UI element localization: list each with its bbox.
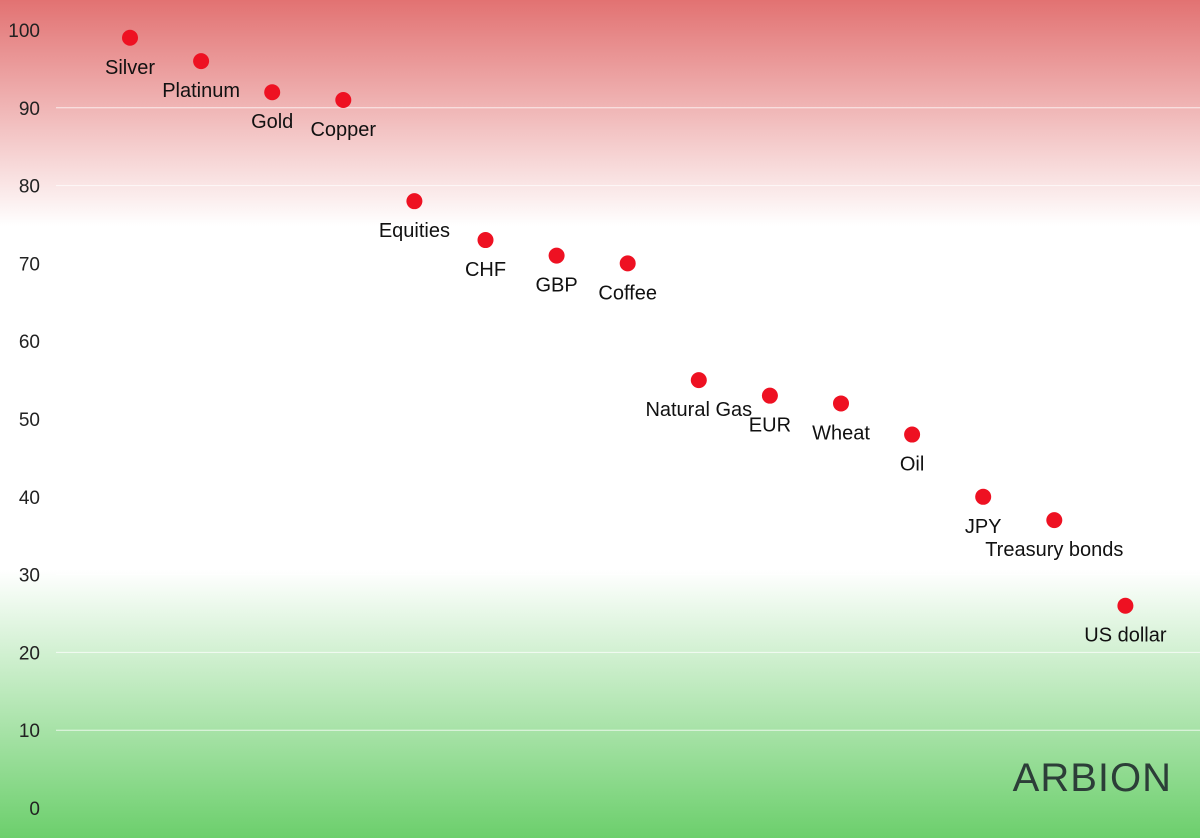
point-gbp <box>548 247 565 264</box>
label-wheat: Wheat <box>812 422 870 444</box>
point-gold <box>264 84 281 101</box>
label-gbp: GBP <box>535 275 577 297</box>
y-tick-label-80: 80 <box>19 177 40 198</box>
point-treasury-bonds <box>1046 512 1063 529</box>
point-eur <box>761 387 778 404</box>
label-equities: Equities <box>379 220 450 242</box>
y-tick-label-60: 60 <box>19 332 40 353</box>
gridlines <box>56 107 1200 731</box>
point-copper <box>335 92 352 109</box>
y-tick-label-90: 90 <box>19 99 40 120</box>
label-jpy: JPY <box>965 516 1002 538</box>
data-points <box>122 29 1134 614</box>
point-silver <box>122 29 138 46</box>
y-tick-label-20: 20 <box>19 643 40 664</box>
y-tick-label-40: 40 <box>19 488 40 509</box>
point-wheat <box>833 395 849 412</box>
label-chf: CHF <box>465 259 506 281</box>
label-silver: Silver <box>105 57 155 79</box>
label-copper: Copper <box>310 119 376 141</box>
label-gold: Gold <box>251 111 293 133</box>
point-jpy <box>975 488 992 505</box>
point-natural-gas <box>690 372 707 389</box>
y-tick-label-50: 50 <box>19 410 40 431</box>
y-tick-label-10: 10 <box>19 721 40 742</box>
y-tick-label-0: 0 <box>29 799 40 820</box>
label-eur: EUR <box>749 415 791 437</box>
point-platinum <box>193 53 210 70</box>
label-coffee: Coffee <box>598 282 657 304</box>
arbion-watermark: ARBION <box>1013 756 1172 800</box>
point-labels: Silver Platinum Gold Copper Equities CHF GBP Co… <box>105 57 1167 647</box>
y-tick-label-30: 30 <box>19 566 40 587</box>
label-natural-gas: Natural Gas <box>645 399 752 421</box>
label-oil: Oil <box>900 454 924 476</box>
point-equities <box>406 193 423 210</box>
label-us-dollar: US dollar <box>1084 625 1167 647</box>
label-treasury-bonds: Treasury bonds <box>985 539 1123 561</box>
point-coffee <box>619 255 636 272</box>
label-platinum: Platinum <box>162 80 240 102</box>
y-tick-label-100: 100 <box>8 21 40 42</box>
point-chf <box>477 232 494 249</box>
point-oil <box>904 426 921 443</box>
y-axis: 0 10 20 30 40 50 60 70 80 90 100 <box>8 21 40 820</box>
point-us-dollar <box>1117 597 1134 614</box>
y-tick-label-70: 70 <box>19 254 40 275</box>
